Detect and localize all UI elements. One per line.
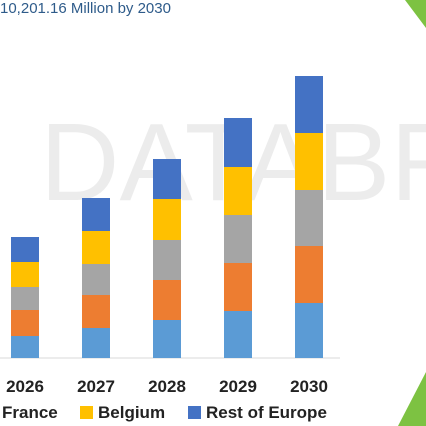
bar-segment-2028-series-2 — [153, 280, 181, 320]
x-tick-label-2030: 2030 — [290, 377, 328, 396]
bar-segment-2027-series-3 — [82, 264, 110, 295]
bar-segment-2026-series-2 — [11, 310, 39, 336]
bar-segment-2029-series-4 — [224, 167, 252, 215]
bar-segment-2030-series-3 — [295, 190, 323, 246]
legend-swatch-belgium — [80, 406, 93, 419]
legend-swatch-rest-of-europe — [188, 406, 201, 419]
bar-segment-2030-series-4 — [295, 133, 323, 190]
decorative-green-corner-top — [405, 0, 426, 28]
bar-segment-2028-series-3 — [153, 240, 181, 280]
bar-segment-2029-series-3 — [224, 215, 252, 263]
bar-segment-2029-series-2 — [224, 263, 252, 311]
legend-label-france: France — [2, 403, 58, 422]
legend-label-belgium: Belgium — [98, 403, 165, 422]
bar-segment-2027-series-1 — [82, 328, 110, 358]
bar-segment-2030-series-5 — [295, 76, 323, 133]
bar-segment-2028-series-1 — [153, 320, 181, 358]
decorative-green-corner-bottom — [398, 372, 426, 426]
bar-segment-2029-series-5 — [224, 118, 252, 167]
bar-segment-2027-series-5 — [82, 198, 110, 231]
bar-segment-2026-series-1 — [11, 336, 39, 358]
x-tick-label-2027: 2027 — [77, 377, 115, 396]
bar-segment-2028-series-5 — [153, 159, 181, 199]
bar-segment-2029-series-1 — [224, 311, 252, 358]
chart-title: 10,201.16 Million by 2030 — [0, 0, 171, 17]
bar-segment-2030-series-1 — [295, 303, 323, 358]
x-tick-label-2026: 2026 — [6, 377, 44, 396]
bar-segment-2028-series-4 — [153, 199, 181, 240]
legend-label-rest-of-europe: Rest of Europe — [206, 403, 327, 422]
bar-segment-2030-series-2 — [295, 246, 323, 303]
x-tick-label-2029: 2029 — [219, 377, 257, 396]
bar-segment-2027-series-4 — [82, 231, 110, 264]
x-tick-label-2028: 2028 — [148, 377, 186, 396]
bar-segment-2026-series-4 — [11, 262, 39, 287]
bar-segment-2027-series-2 — [82, 295, 110, 328]
bar-segment-2026-series-5 — [11, 237, 39, 262]
bar-segment-2026-series-3 — [11, 287, 39, 310]
